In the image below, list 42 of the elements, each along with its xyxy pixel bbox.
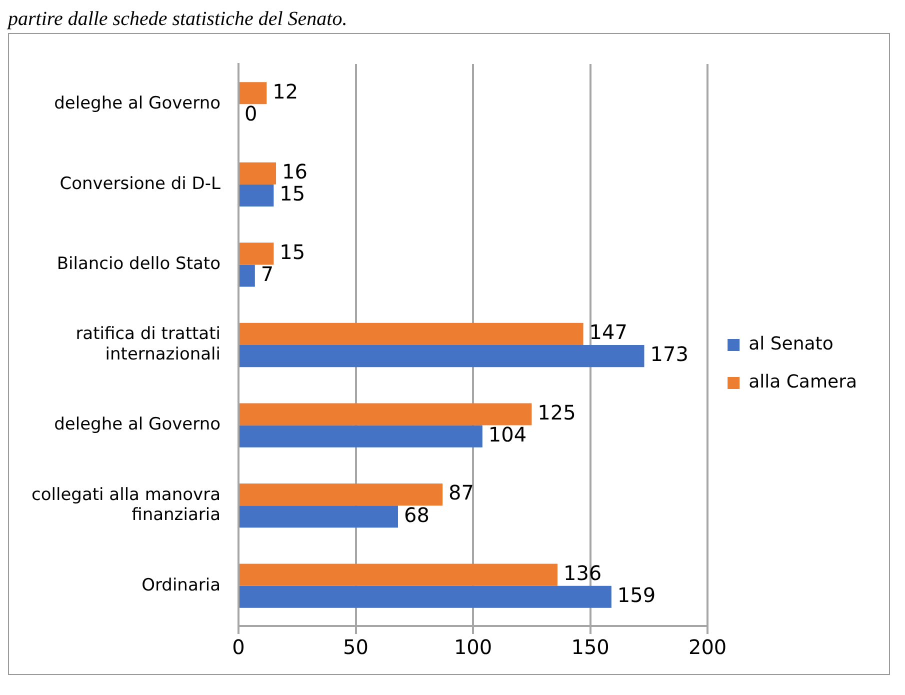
y-tick-label: collegati alla manovra finanziaria <box>32 484 220 526</box>
data-label: 87 <box>448 480 474 505</box>
data-label: 15 <box>280 182 306 206</box>
y-tick-label: deleghe al Governo <box>54 414 220 435</box>
x-tick-label: 100 <box>454 635 492 660</box>
x-tick-label: 50 <box>343 635 368 660</box>
text: partire dalle schede statistiche del Senato. <box>8 8 348 31</box>
data-label: 125 <box>538 400 576 424</box>
data-label: 136 <box>563 561 602 586</box>
data-label: 147 <box>589 320 628 344</box>
bar <box>240 162 276 184</box>
y-tick-label: ratifica di trattati internazionali <box>76 324 220 365</box>
legend-label: al Senato <box>748 334 834 355</box>
bar <box>240 403 532 426</box>
bar <box>240 586 612 608</box>
bar <box>240 345 644 368</box>
data-label: 68 <box>404 502 430 527</box>
bar <box>240 483 443 506</box>
data-label: 104 <box>488 422 527 447</box>
data-label: 173 <box>650 342 688 366</box>
x-tick-label: 0 <box>232 635 245 660</box>
data-label: 12 <box>272 79 298 104</box>
y-tick-label: Ordinaria <box>142 575 220 596</box>
bar <box>240 264 255 287</box>
y-tick-label: deleghe al Governo <box>54 94 220 114</box>
bar <box>240 506 398 528</box>
bar <box>240 82 267 104</box>
y-tick-label: Bilancio dello Stato <box>56 254 220 274</box>
data-label: 0 <box>244 101 258 126</box>
legend-label: alla Camera <box>748 372 857 393</box>
data-label: 7 <box>260 262 274 286</box>
data-label: 16 <box>282 160 308 184</box>
x-tick-label: 200 <box>688 635 727 660</box>
bar <box>240 322 584 345</box>
x-tick-label: 150 <box>571 635 610 660</box>
bar <box>240 242 274 265</box>
y-tick-label: Conversione di D-L <box>60 174 222 194</box>
bar <box>240 564 558 586</box>
data-label: 159 <box>617 583 656 608</box>
bar <box>240 425 482 448</box>
data-label: 15 <box>280 240 306 264</box>
bar <box>240 184 274 207</box>
